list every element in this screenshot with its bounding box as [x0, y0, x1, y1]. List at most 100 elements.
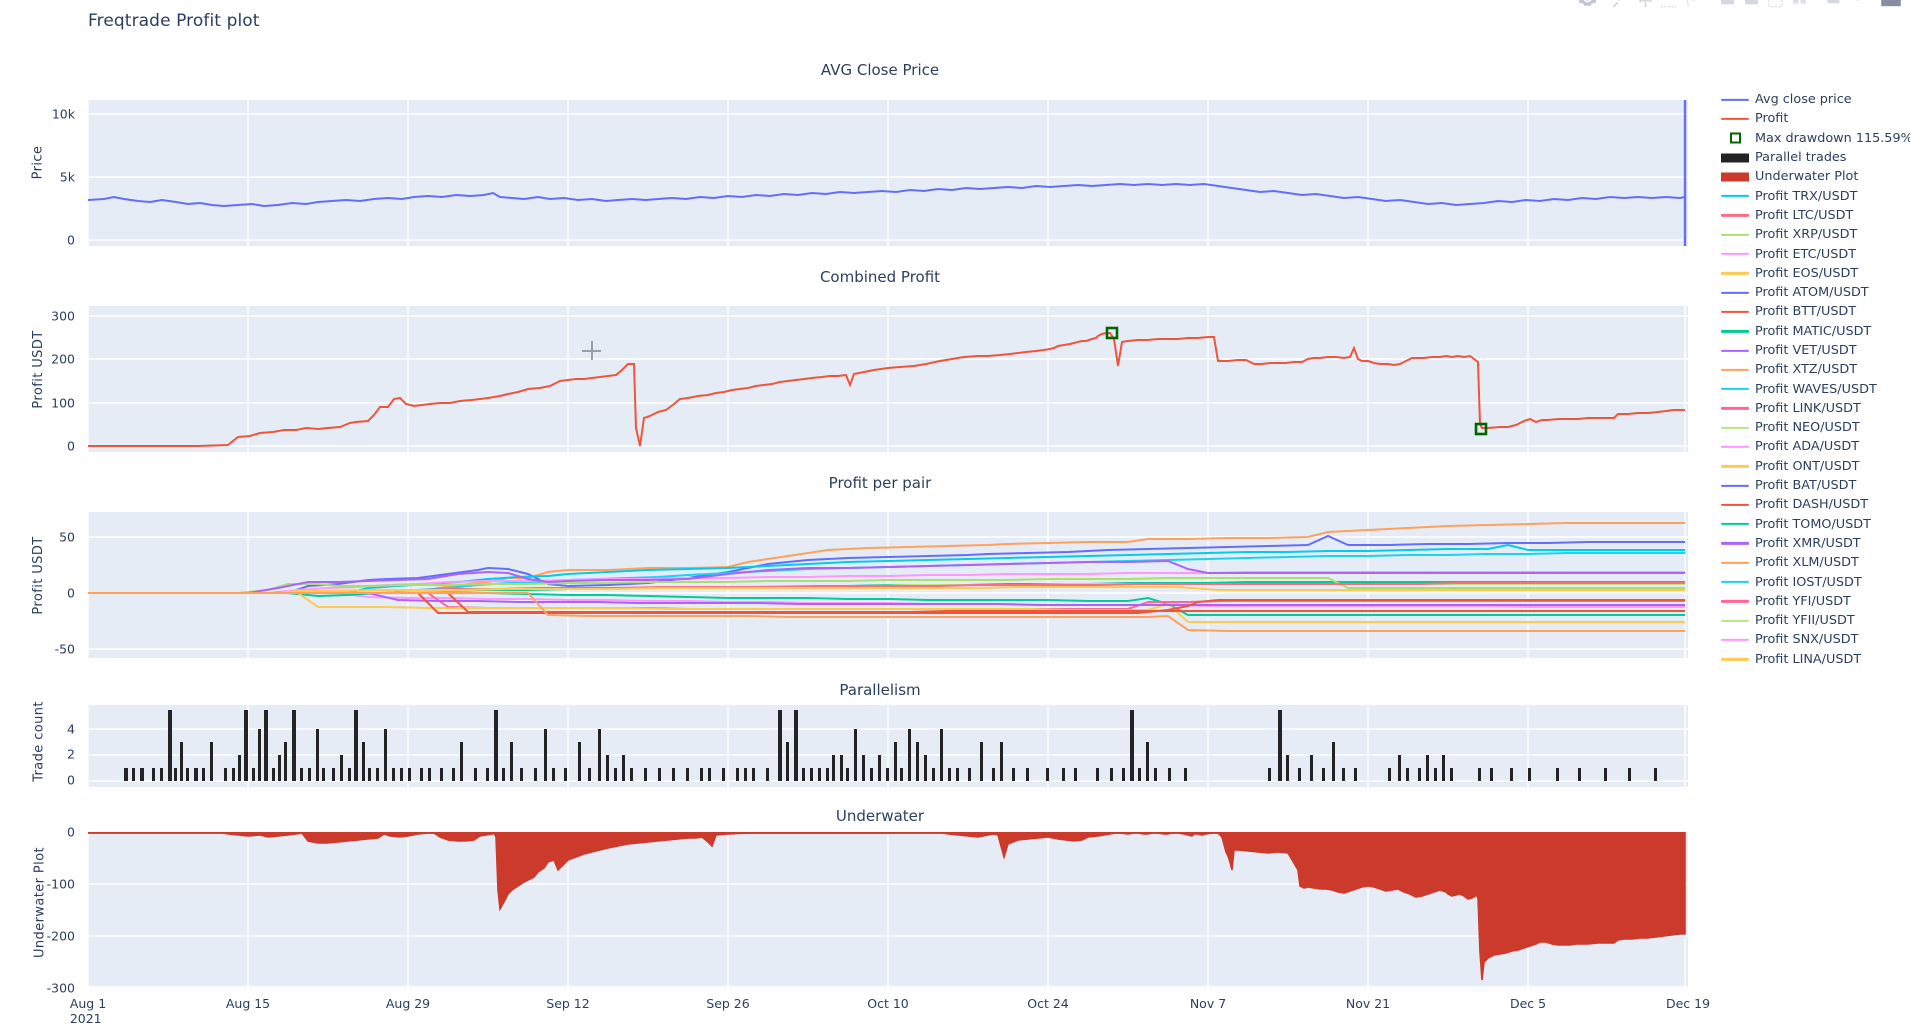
legend-swatch-line-icon: [1718, 515, 1752, 534]
legend-item-label: Max drawdown 115.59%: [1755, 130, 1910, 146]
legend-item[interactable]: Profit XRP/USDT: [1718, 225, 1910, 244]
legend-item[interactable]: Profit ADA/USDT: [1718, 437, 1910, 456]
legend-swatch-line-icon: [1718, 341, 1752, 360]
legend-item[interactable]: Profit TRX/USDT: [1718, 186, 1910, 205]
plotly-modebar[interactable]: [1564, 0, 1902, 11]
ytick-price-0: 0: [67, 232, 75, 248]
ytick-profit-100: 100: [51, 395, 75, 411]
legend-swatch-line-icon: [1718, 245, 1752, 264]
legend-item-label: Profit SNX/USDT: [1755, 632, 1859, 648]
legend-item-label: Profit BTT/USDT: [1755, 304, 1857, 320]
legend-swatch-line-icon: [1718, 457, 1752, 476]
legend-swatch-line-icon: [1718, 437, 1752, 456]
zoom-out-icon[interactable]: [1740, 0, 1762, 11]
legend-item[interactable]: Profit YFII/USDT: [1718, 611, 1910, 630]
legend-item[interactable]: Max drawdown 115.59%: [1718, 129, 1910, 148]
panel-underwater[interactable]: [88, 832, 1688, 988]
legend-item-label: Profit EOS/USDT: [1755, 265, 1859, 281]
legend-item-label: Profit BAT/USDT: [1755, 478, 1857, 494]
legend-item[interactable]: Profit XLM/USDT: [1718, 553, 1910, 572]
ytick-pair-neg50: -50: [54, 641, 75, 657]
legend-swatch-square-open-icon: [1718, 129, 1752, 148]
legend-item[interactable]: Profit VET/USDT: [1718, 341, 1910, 360]
legend-item-label: Profit ATOM/USDT: [1755, 285, 1869, 301]
ytick-count-4: 4: [67, 721, 75, 737]
combined-profit-line: [88, 332, 1685, 447]
camera-icon[interactable]: [1576, 0, 1598, 11]
legend-item-label: Profit XMR/USDT: [1755, 535, 1861, 551]
legend-swatch-line-icon: [1718, 90, 1752, 109]
legend-item[interactable]: Profit MATIC/USDT: [1718, 322, 1910, 341]
spike-lines-icon[interactable]: [1822, 0, 1844, 11]
xtick-dec-19: Dec 19: [1665, 996, 1711, 1011]
legend-item[interactable]: Profit TOMO/USDT: [1718, 515, 1910, 534]
xtick-sep-26: Sep 26: [706, 996, 750, 1011]
reset-axes-icon[interactable]: [1788, 0, 1810, 11]
legend-item[interactable]: Parallel trades: [1718, 148, 1910, 167]
chart-legend[interactable]: Avg close price Profit Max drawdown 115.59…: [1718, 90, 1910, 669]
legend-item-label: Profit LINK/USDT: [1755, 400, 1861, 416]
legend-swatch-bar-icon: [1718, 167, 1752, 186]
max-drawdown-end-marker: [1474, 422, 1488, 436]
legend-item[interactable]: Profit XMR/USDT: [1718, 534, 1910, 553]
legend-item-label: Profit VET/USDT: [1755, 343, 1857, 358]
legend-swatch-line-icon: [1718, 650, 1752, 669]
legend-item-label: Profit DASH/USDT: [1755, 497, 1869, 513]
legend-item-label: Profit WAVES/USDT: [1755, 381, 1877, 397]
legend-item[interactable]: Profit SNX/USDT: [1718, 630, 1910, 649]
xtick-nov-21: Nov 21: [1345, 996, 1391, 1011]
legend-item[interactable]: Avg close price: [1718, 90, 1910, 109]
autoscale-icon[interactable]: [1764, 0, 1786, 11]
legend-item-label: Profit ETC/USDT: [1755, 246, 1857, 262]
yaxis-title-price: Price: [30, 145, 46, 180]
legend-item-label: Profit XTZ/USDT: [1755, 362, 1858, 378]
legend-item[interactable]: Profit LINA/USDT: [1718, 650, 1910, 669]
legend-swatch-line-icon: [1718, 399, 1752, 418]
hover-compare-icon[interactable]: [1846, 0, 1868, 11]
legend-swatch-line-icon: [1718, 534, 1752, 553]
legend-item[interactable]: Underwater Plot: [1718, 167, 1910, 186]
legend-swatch-line-icon: [1718, 283, 1752, 302]
legend-item[interactable]: Profit WAVES/USDT: [1718, 379, 1910, 398]
legend-item[interactable]: Profit IOST/USDT: [1718, 572, 1910, 591]
legend-item[interactable]: Profit ATOM/USDT: [1718, 283, 1910, 302]
legend-item[interactable]: Profit YFI/USDT: [1718, 592, 1910, 611]
legend-item-label: Underwater Plot: [1755, 169, 1859, 185]
yaxis-title-combined-profit: Profit USDT: [31, 330, 46, 409]
legend-item[interactable]: Profit BAT/USDT: [1718, 476, 1910, 495]
legend-item[interactable]: Profit ETC/USDT: [1718, 244, 1910, 263]
panel-profit-per-pair[interactable]: [88, 512, 1688, 658]
ytick-pair-50: 50: [59, 529, 75, 545]
plotly-logo-icon[interactable]: [1880, 0, 1902, 11]
panel-avg-close-price[interactable]: [88, 100, 1688, 246]
legend-item-label: Avg close price: [1755, 92, 1852, 108]
ytick-count-2: 2: [67, 746, 75, 762]
ytick-profit-300: 300: [51, 308, 75, 324]
panel-parallelism[interactable]: [88, 705, 1688, 787]
subplot-title-parallelism: Parallelism: [839, 681, 921, 699]
subplot-title-avg-close-price: AVG Close Price: [820, 61, 940, 79]
legend-item-label: Profit TRX/USDT: [1755, 188, 1858, 204]
legend-item[interactable]: Profit NEO/USDT: [1718, 418, 1910, 437]
legend-item-label: Profit TOMO/USDT: [1755, 516, 1871, 532]
legend-swatch-line-icon: [1718, 360, 1752, 379]
legend-item[interactable]: Profit EOS/USDT: [1718, 264, 1910, 283]
parallelism-bars: [124, 710, 1657, 781]
legend-item[interactable]: Profit: [1718, 109, 1910, 128]
legend-item[interactable]: Profit ONT/USDT: [1718, 457, 1910, 476]
legend-item[interactable]: Profit LINK/USDT: [1718, 399, 1910, 418]
pan-icon[interactable]: [1634, 0, 1656, 11]
zoom-icon[interactable]: [1610, 0, 1632, 11]
panel-combined-profit[interactable]: [88, 306, 1688, 452]
xtick-aug-15: Aug 15: [225, 996, 271, 1011]
legend-item[interactable]: Profit BTT/USDT: [1718, 302, 1910, 321]
zoom-in-icon[interactable]: [1716, 0, 1738, 11]
legend-swatch-line-icon: [1718, 573, 1752, 592]
legend-item-label: Profit XRP/USDT: [1755, 227, 1858, 243]
legend-item[interactable]: Profit LTC/USDT: [1718, 206, 1910, 225]
box-select-icon[interactable]: [1658, 0, 1680, 11]
legend-item[interactable]: Profit XTZ/USDT: [1718, 360, 1910, 379]
legend-item[interactable]: Profit DASH/USDT: [1718, 495, 1910, 514]
lasso-select-icon[interactable]: [1682, 0, 1704, 11]
xtick-dec-5: Dec 5: [1509, 996, 1547, 1011]
